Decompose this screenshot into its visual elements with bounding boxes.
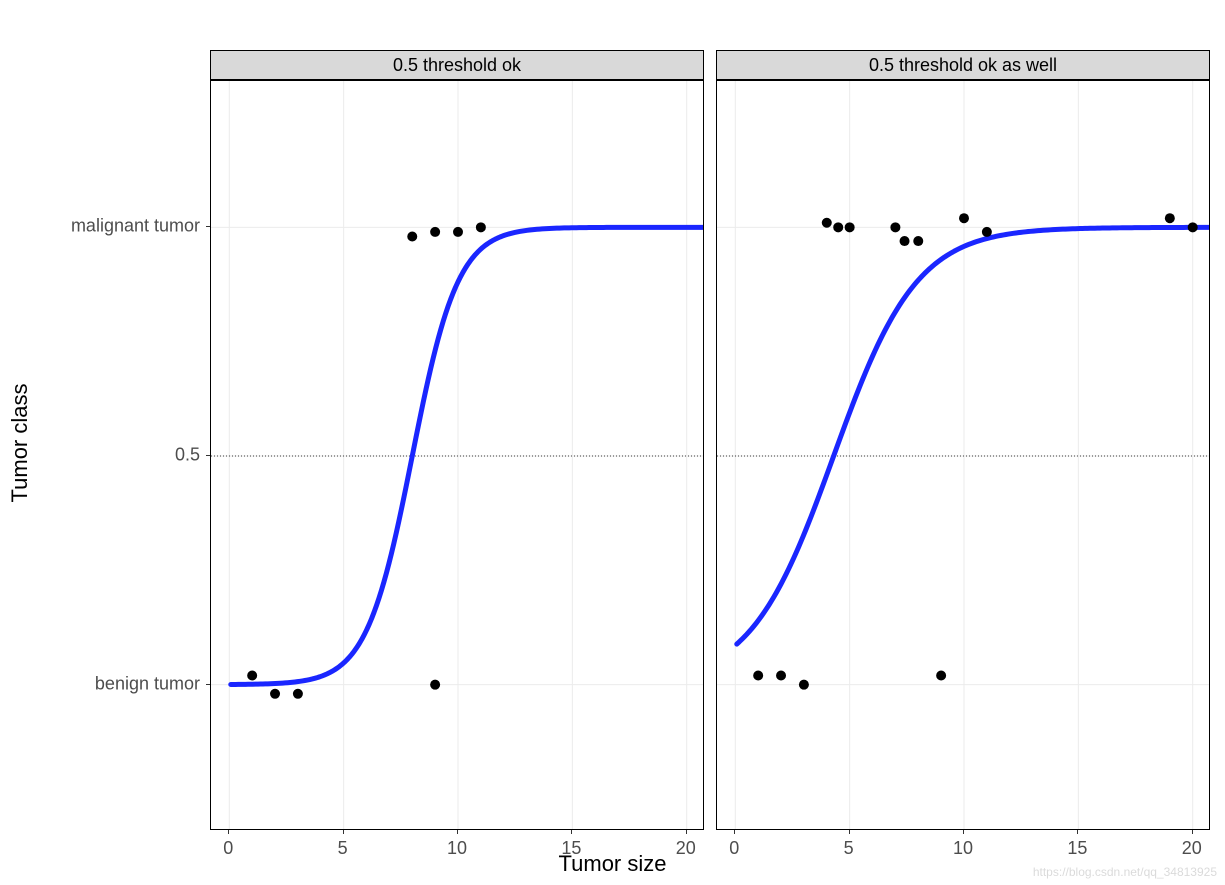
x-tick-mark: [734, 830, 735, 834]
data-point: [845, 222, 855, 232]
panel-svg: [717, 81, 1210, 830]
chart-root: Tumor class Tumor size benign tumor0.5ma…: [0, 0, 1225, 885]
facet-panel: [210, 80, 704, 830]
x-tick-mark: [1077, 830, 1078, 834]
data-point: [430, 680, 440, 690]
x-tick-label: 5: [338, 838, 348, 859]
data-point: [900, 236, 910, 246]
x-tick-mark: [457, 830, 458, 834]
data-point: [247, 671, 257, 681]
facet-panel: [716, 80, 1210, 830]
data-point: [293, 689, 303, 699]
data-point: [407, 231, 417, 241]
data-point: [1188, 222, 1198, 232]
watermark: https://blog.csdn.net/qq_34813925: [1033, 865, 1217, 879]
data-point: [753, 671, 763, 681]
facet-strip: 0.5 threshold ok as well: [716, 50, 1210, 80]
y-tick-mark: [206, 684, 210, 685]
x-tick-mark: [1192, 830, 1193, 834]
data-point: [890, 222, 900, 232]
data-point: [913, 236, 923, 246]
x-tick-mark: [963, 830, 964, 834]
data-point: [776, 671, 786, 681]
x-tick-label: 10: [447, 838, 467, 859]
y-tick-mark: [206, 455, 210, 456]
panel-svg: [211, 81, 704, 830]
y-tick-mark: [206, 226, 210, 227]
data-point: [453, 227, 463, 237]
x-tick-label: 0: [223, 838, 233, 859]
x-tick-label: 15: [561, 838, 581, 859]
x-tick-label: 5: [844, 838, 854, 859]
y-tick-label: benign tumor: [0, 673, 200, 694]
data-point: [936, 671, 946, 681]
data-point: [822, 218, 832, 228]
x-tick-label: 10: [953, 838, 973, 859]
data-point: [982, 227, 992, 237]
x-tick-mark: [849, 830, 850, 834]
x-tick-mark: [228, 830, 229, 834]
y-axis-title: Tumor class: [7, 383, 33, 502]
data-point: [799, 680, 809, 690]
data-point: [959, 213, 969, 223]
data-point: [476, 222, 486, 232]
y-tick-label: 0.5: [0, 445, 200, 466]
x-tick-label: 20: [1182, 838, 1202, 859]
logistic-curve: [737, 227, 1210, 644]
x-tick-mark: [686, 830, 687, 834]
x-tick-mark: [343, 830, 344, 834]
x-tick-label: 0: [729, 838, 739, 859]
y-tick-label: malignant tumor: [0, 216, 200, 237]
data-point: [833, 222, 843, 232]
data-point: [430, 227, 440, 237]
x-tick-label: 15: [1067, 838, 1087, 859]
x-tick-mark: [571, 830, 572, 834]
data-point: [270, 689, 280, 699]
data-point: [1165, 213, 1175, 223]
facet-strip: 0.5 threshold ok: [210, 50, 704, 80]
x-tick-label: 20: [676, 838, 696, 859]
